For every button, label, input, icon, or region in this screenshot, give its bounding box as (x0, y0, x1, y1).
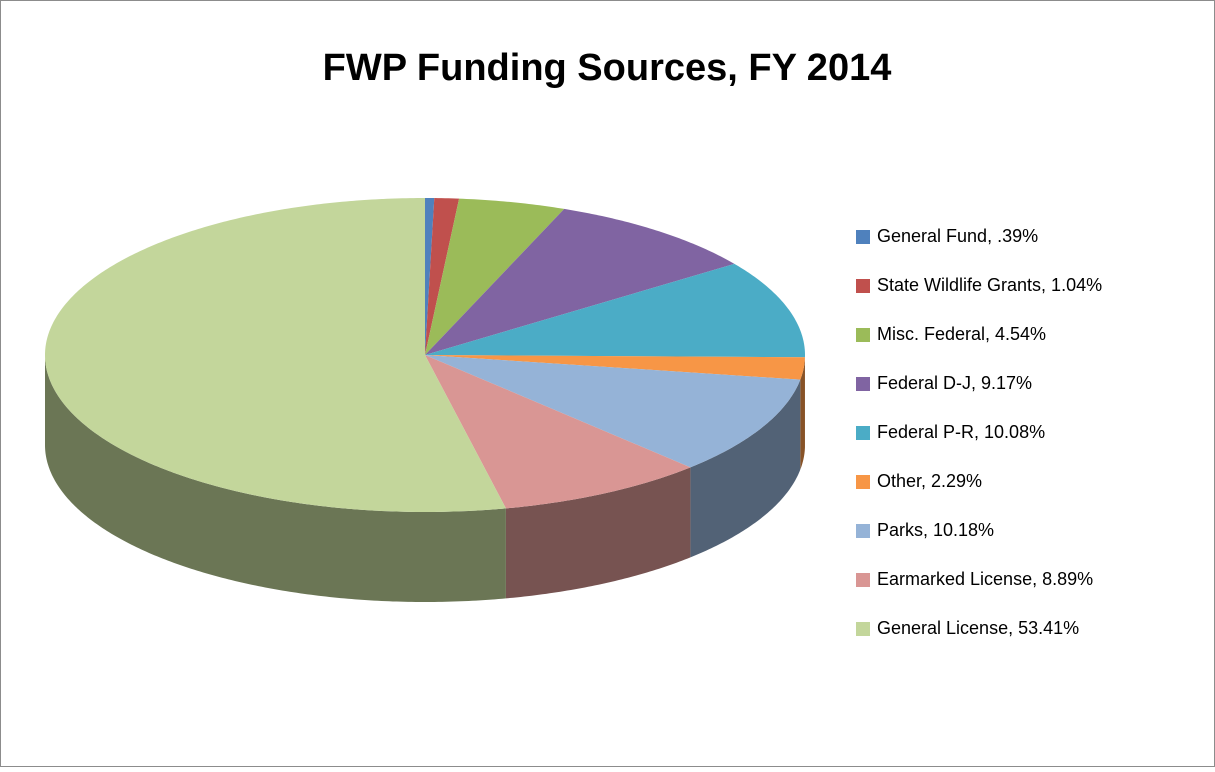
legend-label: Federal P-R, 10.08% (877, 422, 1045, 442)
legend-swatch (856, 328, 870, 342)
legend-swatch (856, 377, 870, 391)
legend-label: Misc. Federal, 4.54% (877, 324, 1046, 344)
legend-swatch (856, 426, 870, 440)
legend-label: General License, 53.41% (877, 618, 1079, 638)
legend-swatch (856, 475, 870, 489)
legend-swatch (856, 279, 870, 293)
legend-swatch (856, 573, 870, 587)
chart-title: FWP Funding Sources, FY 2014 (323, 47, 892, 89)
legend-label: Earmarked License, 8.89% (877, 569, 1093, 589)
legend-label: General Fund, .39% (877, 226, 1038, 246)
pie (45, 198, 805, 602)
legend-swatch (856, 524, 870, 538)
legend-swatch (856, 622, 870, 636)
legend-label: State Wildlife Grants, 1.04% (877, 275, 1102, 295)
legend-label: Federal D-J, 9.17% (877, 373, 1032, 393)
legend-label: Other, 2.29% (877, 471, 982, 491)
legend-swatch (856, 230, 870, 244)
legend-label: Parks, 10.18% (877, 520, 994, 540)
